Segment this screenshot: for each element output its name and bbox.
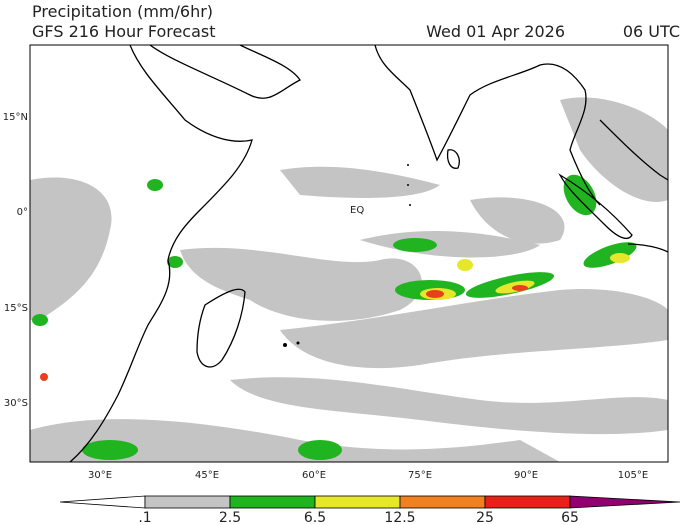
equator-label: EQ bbox=[350, 205, 364, 216]
islands bbox=[283, 164, 411, 347]
map-frame bbox=[29, 44, 669, 463]
subtitle: GFS 216 Hour Forecast bbox=[32, 22, 216, 41]
colorbar bbox=[59, 495, 681, 509]
legend-label: 2.5 bbox=[219, 510, 241, 525]
lat-label: 15°N bbox=[3, 112, 28, 123]
precip-medium bbox=[32, 174, 637, 460]
time: 06 UTC bbox=[623, 22, 680, 41]
lat-label: 15°S bbox=[4, 303, 28, 314]
lon-label: 45°E bbox=[195, 470, 219, 481]
title: Precipitation (mm/6hr) bbox=[32, 2, 213, 21]
map: EQ 15°N 0° 15°S 30°S 30°E 45°E 60°E 75°E… bbox=[3, 44, 669, 481]
precip-light bbox=[30, 97, 668, 462]
lat-label: 0° bbox=[17, 207, 28, 218]
coastlines bbox=[69, 45, 668, 462]
legend-label: 6.5 bbox=[304, 510, 326, 525]
legend-label: 12.5 bbox=[384, 510, 415, 525]
lon-label: 60°E bbox=[302, 470, 326, 481]
lon-label: 105°E bbox=[618, 470, 648, 481]
legend-label: .1 bbox=[138, 510, 151, 525]
lon-label: 75°E bbox=[408, 470, 432, 481]
legend-label: 65 bbox=[561, 510, 579, 525]
legend-label: 25 bbox=[476, 510, 494, 525]
lat-label: 30°S bbox=[4, 398, 28, 409]
lon-label: 90°E bbox=[514, 470, 538, 481]
precip-intense bbox=[40, 285, 528, 381]
lon-label: 30°E bbox=[88, 470, 112, 481]
date: Wed 01 Apr 2026 bbox=[426, 22, 565, 41]
